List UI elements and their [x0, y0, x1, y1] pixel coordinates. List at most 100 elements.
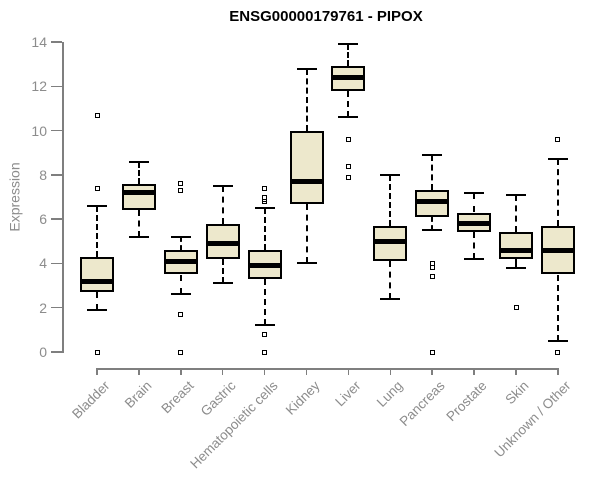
x-tick-label: Breast: [158, 378, 197, 417]
whisker-upper-line: [179, 236, 182, 251]
outlier-point: [262, 194, 268, 200]
whisker-lower-cap: [464, 258, 485, 260]
outlier-point: [262, 349, 268, 355]
y-axis-tick: [51, 174, 62, 176]
whisker-lower-cap: [422, 229, 443, 232]
x-tick-label: Lung: [374, 378, 406, 410]
y-tick-label: 0: [39, 344, 47, 360]
median-line: [540, 247, 575, 253]
outlier-point: [262, 331, 268, 337]
outlier-point: [262, 185, 268, 191]
x-tick-label: Liver: [332, 378, 364, 410]
y-axis-line: [62, 42, 64, 353]
whisker-lower-cap: [87, 308, 107, 311]
x-axis-tick: [347, 368, 350, 375]
whisker-upper-cap: [422, 153, 443, 156]
boxplot-box: [121, 183, 156, 211]
x-tick-label: Kidney: [282, 378, 323, 418]
x-axis-tick: [221, 368, 224, 375]
outlier-point: [178, 187, 184, 193]
x-axis-tick: [515, 368, 517, 375]
x-tick-label: Skin: [502, 378, 532, 408]
x-axis-tick: [305, 368, 308, 375]
outlier-point: [429, 265, 435, 271]
whisker-upper-line: [221, 185, 224, 224]
x-tick-label: Pancreas: [396, 378, 448, 429]
x-axis-tick: [180, 368, 182, 375]
whisker-upper-line: [96, 205, 98, 257]
whisker-lower-line: [473, 232, 476, 259]
y-axis-tick: [51, 41, 62, 43]
median-line: [499, 247, 533, 253]
median-line: [289, 179, 324, 184]
outlier-point: [178, 311, 184, 317]
y-tick-label: 2: [39, 299, 47, 316]
outlier-point: [345, 136, 351, 142]
whisker-lower-line: [347, 90, 350, 118]
whisker-upper-cap: [506, 193, 526, 196]
outlier-point: [178, 349, 184, 355]
whisker-lower-line: [96, 292, 98, 310]
whisker-lower-cap: [212, 282, 233, 285]
y-tick-label: 4: [39, 255, 47, 272]
whisker-upper-cap: [547, 158, 568, 161]
median-line: [163, 258, 198, 264]
outlier-point: [429, 260, 435, 266]
outlier-point: [178, 181, 184, 187]
whisker-upper-line: [389, 174, 392, 226]
y-tick-label: 14: [31, 34, 47, 50]
x-axis-tick: [431, 368, 433, 375]
whisker-lower-cap: [128, 235, 149, 238]
whisker-upper-line: [556, 159, 559, 226]
median-line: [331, 74, 366, 80]
chart-title: ENSG00000179761 - PIPOX: [229, 8, 423, 25]
whisker-lower-cap: [254, 324, 275, 327]
outlier-point: [94, 112, 100, 118]
boxplot-box: [499, 232, 533, 259]
whisker-lower-line: [137, 210, 140, 237]
x-axis-line: [97, 368, 560, 370]
whisker-lower-cap: [506, 266, 526, 269]
median-line: [373, 238, 408, 244]
x-axis-tick: [389, 368, 392, 375]
whisker-lower-cap: [296, 262, 317, 265]
whisker-lower-line: [263, 278, 266, 326]
whisker-upper-line: [347, 44, 350, 67]
y-axis-tick: [51, 85, 62, 88]
whisker-lower-line: [389, 261, 392, 299]
whisker-upper-cap: [380, 173, 401, 176]
whisker-upper-line: [473, 192, 476, 213]
outlier-point: [429, 274, 435, 280]
whisker-lower-cap: [170, 293, 191, 296]
whisker-upper-line: [263, 208, 266, 251]
whisker-lower-line: [431, 216, 434, 231]
x-axis-tick: [557, 368, 559, 375]
median-line: [415, 198, 450, 204]
whisker-lower-line: [221, 259, 224, 284]
whisker-lower-line: [515, 259, 517, 268]
whisker-upper-line: [137, 161, 140, 184]
y-axis-tick: [51, 306, 62, 309]
median-line: [457, 221, 492, 227]
outlier-point: [345, 163, 351, 169]
whisker-upper-cap: [254, 207, 275, 210]
whisker-lower-line: [556, 274, 559, 341]
median-line: [80, 278, 114, 284]
outlier-point: [94, 349, 100, 355]
y-axis-tick: [51, 218, 62, 220]
outlier-point: [513, 305, 519, 311]
x-axis-tick: [473, 368, 475, 375]
whisker-upper-line: [515, 194, 517, 233]
outlier-point: [429, 349, 435, 355]
boxplot-box: [80, 256, 114, 293]
median-line: [121, 190, 156, 196]
whisker-lower-cap: [338, 116, 359, 119]
y-tick-label: 12: [31, 78, 47, 95]
whisker-upper-cap: [464, 191, 485, 194]
outlier-point: [555, 136, 561, 142]
x-axis-tick: [263, 368, 266, 375]
median-line: [247, 263, 282, 269]
whisker-upper-cap: [170, 235, 191, 238]
y-axis-tick: [51, 262, 62, 265]
